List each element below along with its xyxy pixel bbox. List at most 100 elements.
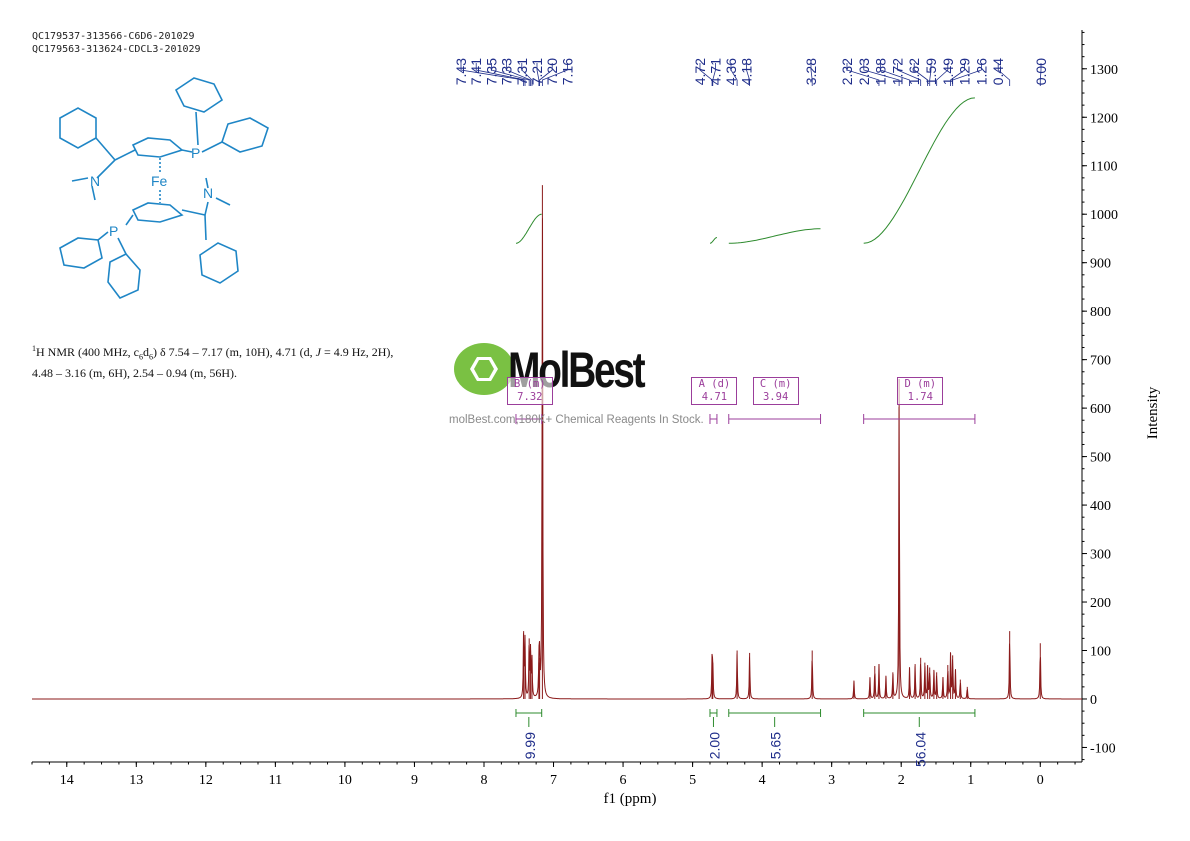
multiplet-shift: 4.71 <box>701 391 728 403</box>
multiplet-label: C (m) <box>759 378 792 390</box>
x-axis-label: f1 (ppm) <box>604 791 657 807</box>
molecule-structure <box>59 77 269 299</box>
x-tick-label: 4 <box>759 773 766 788</box>
x-tick-label: 12 <box>199 773 213 788</box>
x-tick-label: 9 <box>411 773 418 788</box>
peak-shift-label: 7.35 <box>483 58 499 85</box>
x-tick-label: 2 <box>898 773 905 788</box>
nmr-text: = 4.9 Hz, 2H), <box>320 345 394 359</box>
multiplet-box: A (d) 4.71 <box>691 377 738 405</box>
peak-connector <box>475 63 526 86</box>
phenyl-ring-lower <box>199 242 239 284</box>
peak-connector <box>929 63 932 86</box>
multiplet-label: A (d) <box>698 378 731 390</box>
peak-shift-label: 1.26 <box>973 58 989 85</box>
atom-label-fe: Fe <box>151 173 168 189</box>
x-tick-label: 6 <box>620 773 627 788</box>
x-tick-label: 5 <box>689 773 696 788</box>
x-tick-label: 7 <box>550 773 557 788</box>
integral-value: 2.00 <box>706 732 722 759</box>
nmr-text-line2: 4.48 – 3.16 (m, 6H), 2.54 – 0.94 (m, 56H… <box>32 366 237 381</box>
peak-shift-label: 7.33 <box>499 58 515 85</box>
nucleus-superscript: 1 <box>32 344 36 353</box>
y-tick-label: 1200 <box>1090 111 1118 126</box>
solvent-subscript: 6 <box>139 352 143 362</box>
watermark-url: molBest.com,180K+ Chemical Reagents In S… <box>449 414 704 426</box>
integral-value: 9.99 <box>522 732 538 759</box>
multiplet-shift: 1.74 <box>907 391 933 403</box>
y-tick-label: 400 <box>1090 499 1111 514</box>
x-tick-label: 11 <box>269 773 282 788</box>
nmr-text: ) δ 7.54 – 7.17 (m, 10H), 4.71 (d, <box>153 345 316 359</box>
multiplet-box: C (m) 3.94 <box>752 377 799 405</box>
peak-connector <box>699 63 713 86</box>
multiplet-label: D (m) <box>904 378 937 390</box>
peak-shift-label: 0.44 <box>990 58 1006 85</box>
solvent-subscript: 6 <box>149 352 153 362</box>
peak-shift-label: 1.72 <box>889 58 905 85</box>
multiplet-shift: 3.94 <box>762 391 789 403</box>
peak-connector <box>712 63 716 86</box>
peak-shift-label: 7.16 <box>559 58 575 85</box>
integral-curve <box>863 97 975 244</box>
peak-connector <box>730 63 738 86</box>
multiplet-shift: 7.32 <box>517 391 543 403</box>
peak-connector <box>810 63 813 86</box>
cp-ring-upper <box>131 137 184 158</box>
integral-curve <box>515 213 542 244</box>
peak-connector <box>880 63 910 86</box>
x-tick-label: 0 <box>1037 773 1044 788</box>
peak-connector <box>897 63 922 86</box>
solvent-text: d <box>143 345 149 359</box>
x-tick-label: 1 <box>967 773 974 788</box>
y-tick-label: 500 <box>1090 451 1111 466</box>
peak-connector <box>952 63 982 86</box>
nmr-description: 1H NMR (400 MHz, c6d6) δ 7.54 – 7.17 (m,… <box>32 341 462 381</box>
peak-connector <box>491 63 530 86</box>
multiplet-box: D (m) 1.74 <box>897 377 944 405</box>
atom-label-p-upper: P <box>191 145 200 161</box>
sample-code-line: QC179537-313566-C6D6-201029 <box>32 31 195 42</box>
peak-connector <box>997 63 1011 86</box>
y-tick-label: 600 <box>1090 402 1111 417</box>
peak-connector <box>746 63 751 86</box>
y-tick-label: 1100 <box>1090 160 1117 175</box>
multiplet-box: B (m) 7.32 <box>506 377 553 405</box>
molbest-logo-icon <box>454 343 514 395</box>
y-tick-label: 300 <box>1090 548 1111 563</box>
integral-value: 56.04 <box>912 732 928 767</box>
peak-connector <box>541 63 568 86</box>
coupling-symbol: J <box>315 345 321 359</box>
peak-shift-label: 4.18 <box>739 58 755 85</box>
peak-connector <box>536 63 540 86</box>
y-tick-label: 1300 <box>1090 63 1118 78</box>
sample-codes: QC179537-313566-C6D6-201029 QC179563-313… <box>32 30 201 56</box>
peak-connector <box>846 63 880 86</box>
peak-shift-label: 7.41 <box>468 58 484 85</box>
y-tick-label: -100 <box>1090 741 1116 756</box>
integral-value: 5.65 <box>768 732 784 759</box>
x-tick-label: 13 <box>129 773 143 788</box>
x-tick-label: 14 <box>60 773 74 788</box>
x-tick-label: 3 <box>828 773 835 788</box>
x-tick-label: 8 <box>480 773 487 788</box>
peak-shift-label: 4.71 <box>708 58 724 85</box>
peak-shift-label: 1.88 <box>873 58 889 85</box>
peak-shift-label: 7.31 <box>514 58 530 85</box>
y-tick-label: 800 <box>1090 305 1111 320</box>
integral-curve <box>728 228 821 244</box>
atom-label-n-upper: N <box>90 173 100 189</box>
sample-code-line: QC179563-313624-CDCL3-201029 <box>32 44 201 55</box>
y-axis-label: Intensity <box>1145 386 1161 439</box>
peak-shift-label: 1.49 <box>940 58 956 85</box>
peak-connector <box>936 63 949 86</box>
x-tick-label: 10 <box>338 773 352 788</box>
peak-shift-label: 7.20 <box>544 58 560 85</box>
phenyl-ring-upper <box>59 107 97 149</box>
peak-connector <box>950 63 965 86</box>
peak-connector <box>506 63 531 86</box>
cp-ring-lower <box>131 202 184 223</box>
y-tick-label: 700 <box>1090 354 1111 369</box>
integral-curve <box>709 237 717 244</box>
